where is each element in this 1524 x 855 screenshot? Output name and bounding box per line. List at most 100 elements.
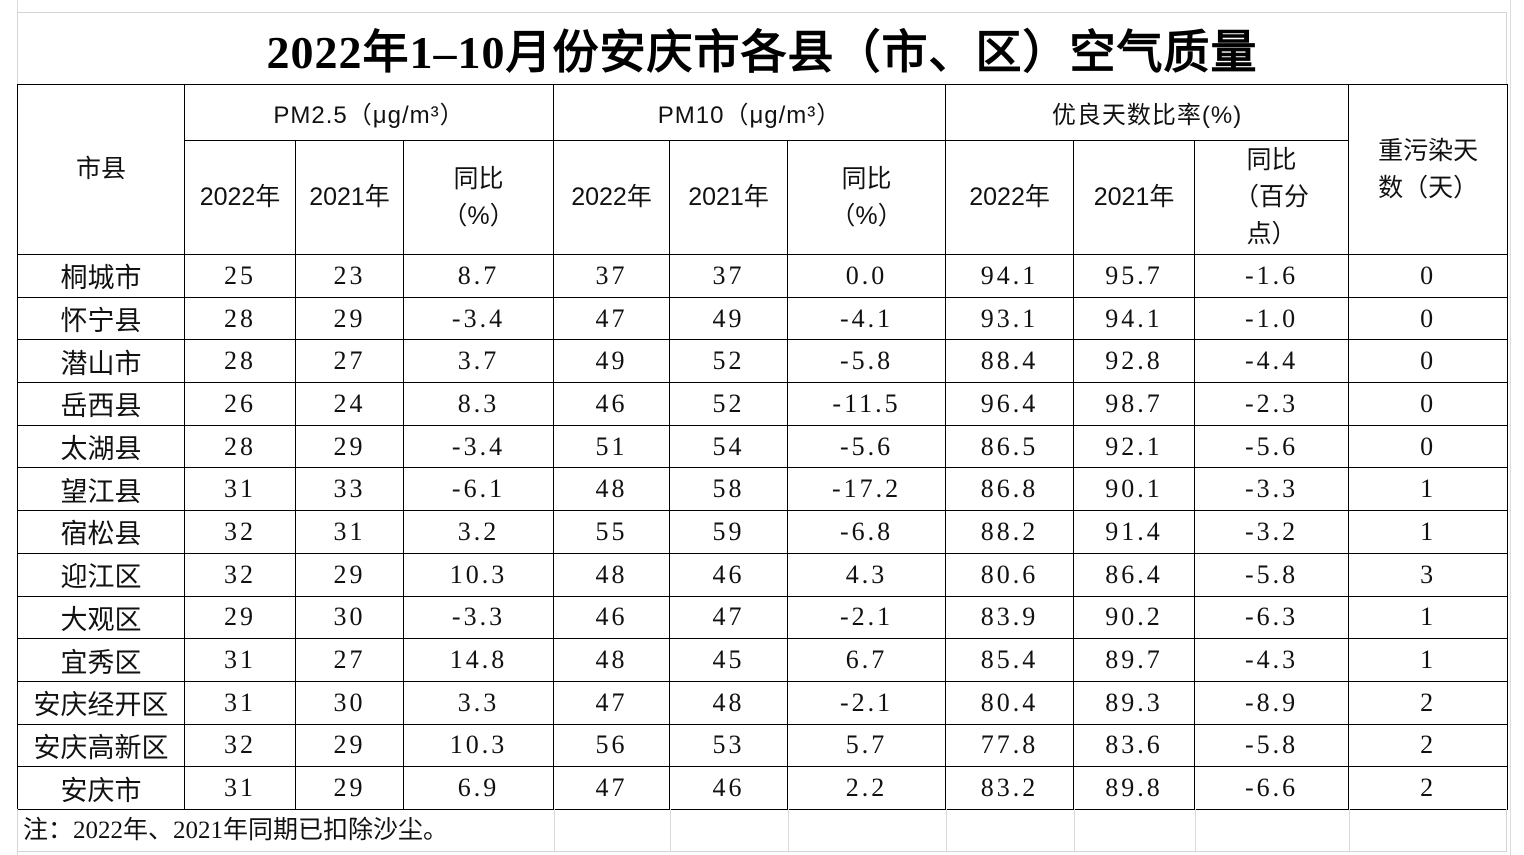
- note-row: 注：2022年、2021年同期已扣除沙尘。: [17, 809, 1507, 852]
- table-row: 太湖县 28 29 -3.4 51 54 -5.6 86.5 92.1 -5.6 0: [17, 424, 1509, 469]
- header-pm25-2021: 2021年: [295, 140, 404, 255]
- sheet-gridline-right: [1510, 0, 1511, 855]
- cell-good-yoy: -4.4: [1194, 339, 1350, 384]
- header-good-days-rate: 优良天数比率(%): [945, 84, 1350, 141]
- cell-pm10-yoy: 0.0: [787, 254, 947, 298]
- cell-good-yoy: -5.8: [1194, 552, 1350, 597]
- cell-good-2021: 83.6: [1073, 723, 1196, 768]
- header-pm10-2021: 2021年: [669, 140, 789, 255]
- cell-region: 迎江区: [17, 552, 185, 597]
- cell-pm25-2022: 28: [184, 296, 296, 341]
- cell-good-2021: 92.8: [1073, 339, 1196, 384]
- table-row: 怀宁县 28 29 -3.4 47 49 -4.1 93.1 94.1 -1.0 0: [17, 296, 1509, 341]
- cell-pm25-yoy: -3.4: [402, 296, 555, 341]
- cell-pm10-2022: 55: [553, 510, 671, 554]
- table-row: 宜秀区 31 27 14.8 48 45 6.7 85.4 89.7 -4.3 1: [17, 638, 1509, 682]
- cell-heavy-days: 2: [1348, 680, 1509, 725]
- cell-pm25-2022: 31: [184, 766, 296, 810]
- cell-heavy-days: 0: [1348, 254, 1509, 298]
- cell-pm10-2021: 37: [669, 254, 789, 298]
- cell-pm25-2022: 25: [184, 254, 296, 298]
- header-region: 市县: [17, 84, 185, 255]
- cell-pm25-2022: 32: [184, 552, 296, 597]
- cell-pm25-2021: 30: [295, 680, 404, 725]
- cell-pm10-2022: 51: [553, 424, 671, 469]
- cell-pm10-2022: 47: [553, 766, 671, 810]
- cell-pm25-2022: 31: [184, 638, 296, 682]
- cell-pm25-2021: 27: [295, 638, 404, 682]
- cell-pm25-2022: 29: [184, 595, 296, 640]
- cell-pm10-2021: 52: [669, 339, 789, 384]
- header-pm25: PM2.5（μg/m³）: [183, 84, 555, 141]
- cell-good-2021: 92.1: [1073, 424, 1196, 469]
- cell-pm10-2022: 47: [553, 296, 671, 341]
- cell-pm10-2022: 37: [553, 254, 671, 298]
- cell-pm25-yoy: -6.1: [402, 467, 555, 512]
- cell-pm25-2022: 32: [184, 510, 296, 554]
- cell-pm25-yoy: 3.7: [402, 339, 555, 384]
- cell-good-2022: 86.5: [945, 424, 1075, 469]
- sheet-gridline: [1195, 809, 1196, 851]
- header-good-2022: 2022年: [945, 140, 1075, 255]
- table-row: 迎江区 32 29 10.3 48 46 4.3 80.6 86.4 -5.8 3: [17, 552, 1509, 597]
- cell-pm25-yoy: 10.3: [402, 552, 555, 597]
- table-row: 安庆市 31 29 6.9 47 46 2.2 83.2 89.8 -6.6 2: [17, 766, 1509, 810]
- cell-pm25-yoy: 6.9: [402, 766, 555, 810]
- cell-region: 潜山市: [17, 339, 185, 384]
- cell-good-2021: 89.7: [1073, 638, 1196, 682]
- cell-good-yoy: -3.3: [1194, 467, 1350, 512]
- cell-pm10-2021: 45: [669, 638, 789, 682]
- cell-region: 安庆高新区: [17, 723, 185, 768]
- cell-pm10-2021: 53: [669, 723, 789, 768]
- cell-region: 宜秀区: [17, 638, 185, 682]
- cell-good-yoy: -4.3: [1194, 638, 1350, 682]
- cell-good-2021: 89.8: [1073, 766, 1196, 810]
- cell-heavy-days: 1: [1348, 510, 1509, 554]
- cell-region: 桐城市: [17, 254, 185, 298]
- cell-good-2022: 83.9: [945, 595, 1075, 640]
- cell-pm10-2021: 59: [669, 510, 789, 554]
- cell-good-2021: 98.7: [1073, 382, 1196, 426]
- cell-pm10-yoy: -5.6: [787, 424, 947, 469]
- cell-pm25-2021: 31: [295, 510, 404, 554]
- cell-pm25-2021: 23: [295, 254, 404, 298]
- cell-pm25-2021: 24: [295, 382, 404, 426]
- cell-good-2022: 88.2: [945, 510, 1075, 554]
- cell-pm25-2022: 26: [184, 382, 296, 426]
- sheet-gridline: [670, 809, 671, 851]
- cell-good-yoy: -1.6: [1194, 254, 1350, 298]
- cell-pm25-2021: 29: [295, 424, 404, 469]
- cell-good-2022: 80.4: [945, 680, 1075, 725]
- table-row: 岳西县 26 24 8.3 46 52 -11.5 96.4 98.7 -2.3 0: [17, 382, 1509, 426]
- cell-good-2022: 96.4: [945, 382, 1075, 426]
- cell-pm10-2022: 56: [553, 723, 671, 768]
- cell-region: 安庆经开区: [17, 680, 185, 725]
- cell-heavy-days: 0: [1348, 382, 1509, 426]
- cell-good-2021: 86.4: [1073, 552, 1196, 597]
- cell-good-2022: 93.1: [945, 296, 1075, 341]
- cell-pm10-2022: 47: [553, 680, 671, 725]
- table-row: 安庆经开区 31 30 3.3 47 48 -2.1 80.4 89.3 -8.9 2: [17, 680, 1509, 725]
- cell-pm25-2021: 33: [295, 467, 404, 512]
- cell-heavy-days: 0: [1348, 339, 1509, 384]
- cell-heavy-days: 1: [1348, 595, 1509, 640]
- cell-pm10-yoy: -2.1: [787, 680, 947, 725]
- cell-pm10-yoy: -2.1: [787, 595, 947, 640]
- cell-pm10-2021: 46: [669, 552, 789, 597]
- cell-pm10-2021: 52: [669, 382, 789, 426]
- cell-region: 岳西县: [17, 382, 185, 426]
- cell-pm25-2021: 27: [295, 339, 404, 384]
- header-pm25-yoy: 同比 （%）: [402, 140, 555, 255]
- table-row: 潜山市 28 27 3.7 49 52 -5.8 88.4 92.8 -4.4 0: [17, 339, 1509, 384]
- cell-region: 大观区: [17, 595, 185, 640]
- cell-pm25-yoy: -3.4: [402, 424, 555, 469]
- header-heavy-pollution-days: 重污染天 数（天）: [1348, 84, 1509, 255]
- table-row: 桐城市 25 23 8.7 37 37 0.0 94.1 95.7 -1.6 0: [17, 254, 1509, 298]
- cell-pm10-2022: 46: [553, 595, 671, 640]
- cell-pm25-2021: 30: [295, 595, 404, 640]
- cell-pm10-yoy: 5.7: [787, 723, 947, 768]
- table-body: 桐城市 25 23 8.7 37 37 0.0 94.1 95.7 -1.6 0 怀宁县 28 29 -3.…: [17, 254, 1509, 810]
- cell-pm25-2022: 31: [184, 680, 296, 725]
- cell-heavy-days: 1: [1348, 638, 1509, 682]
- title-cell: 2022年1–10月份安庆市各县（市、区）空气质量: [17, 12, 1507, 84]
